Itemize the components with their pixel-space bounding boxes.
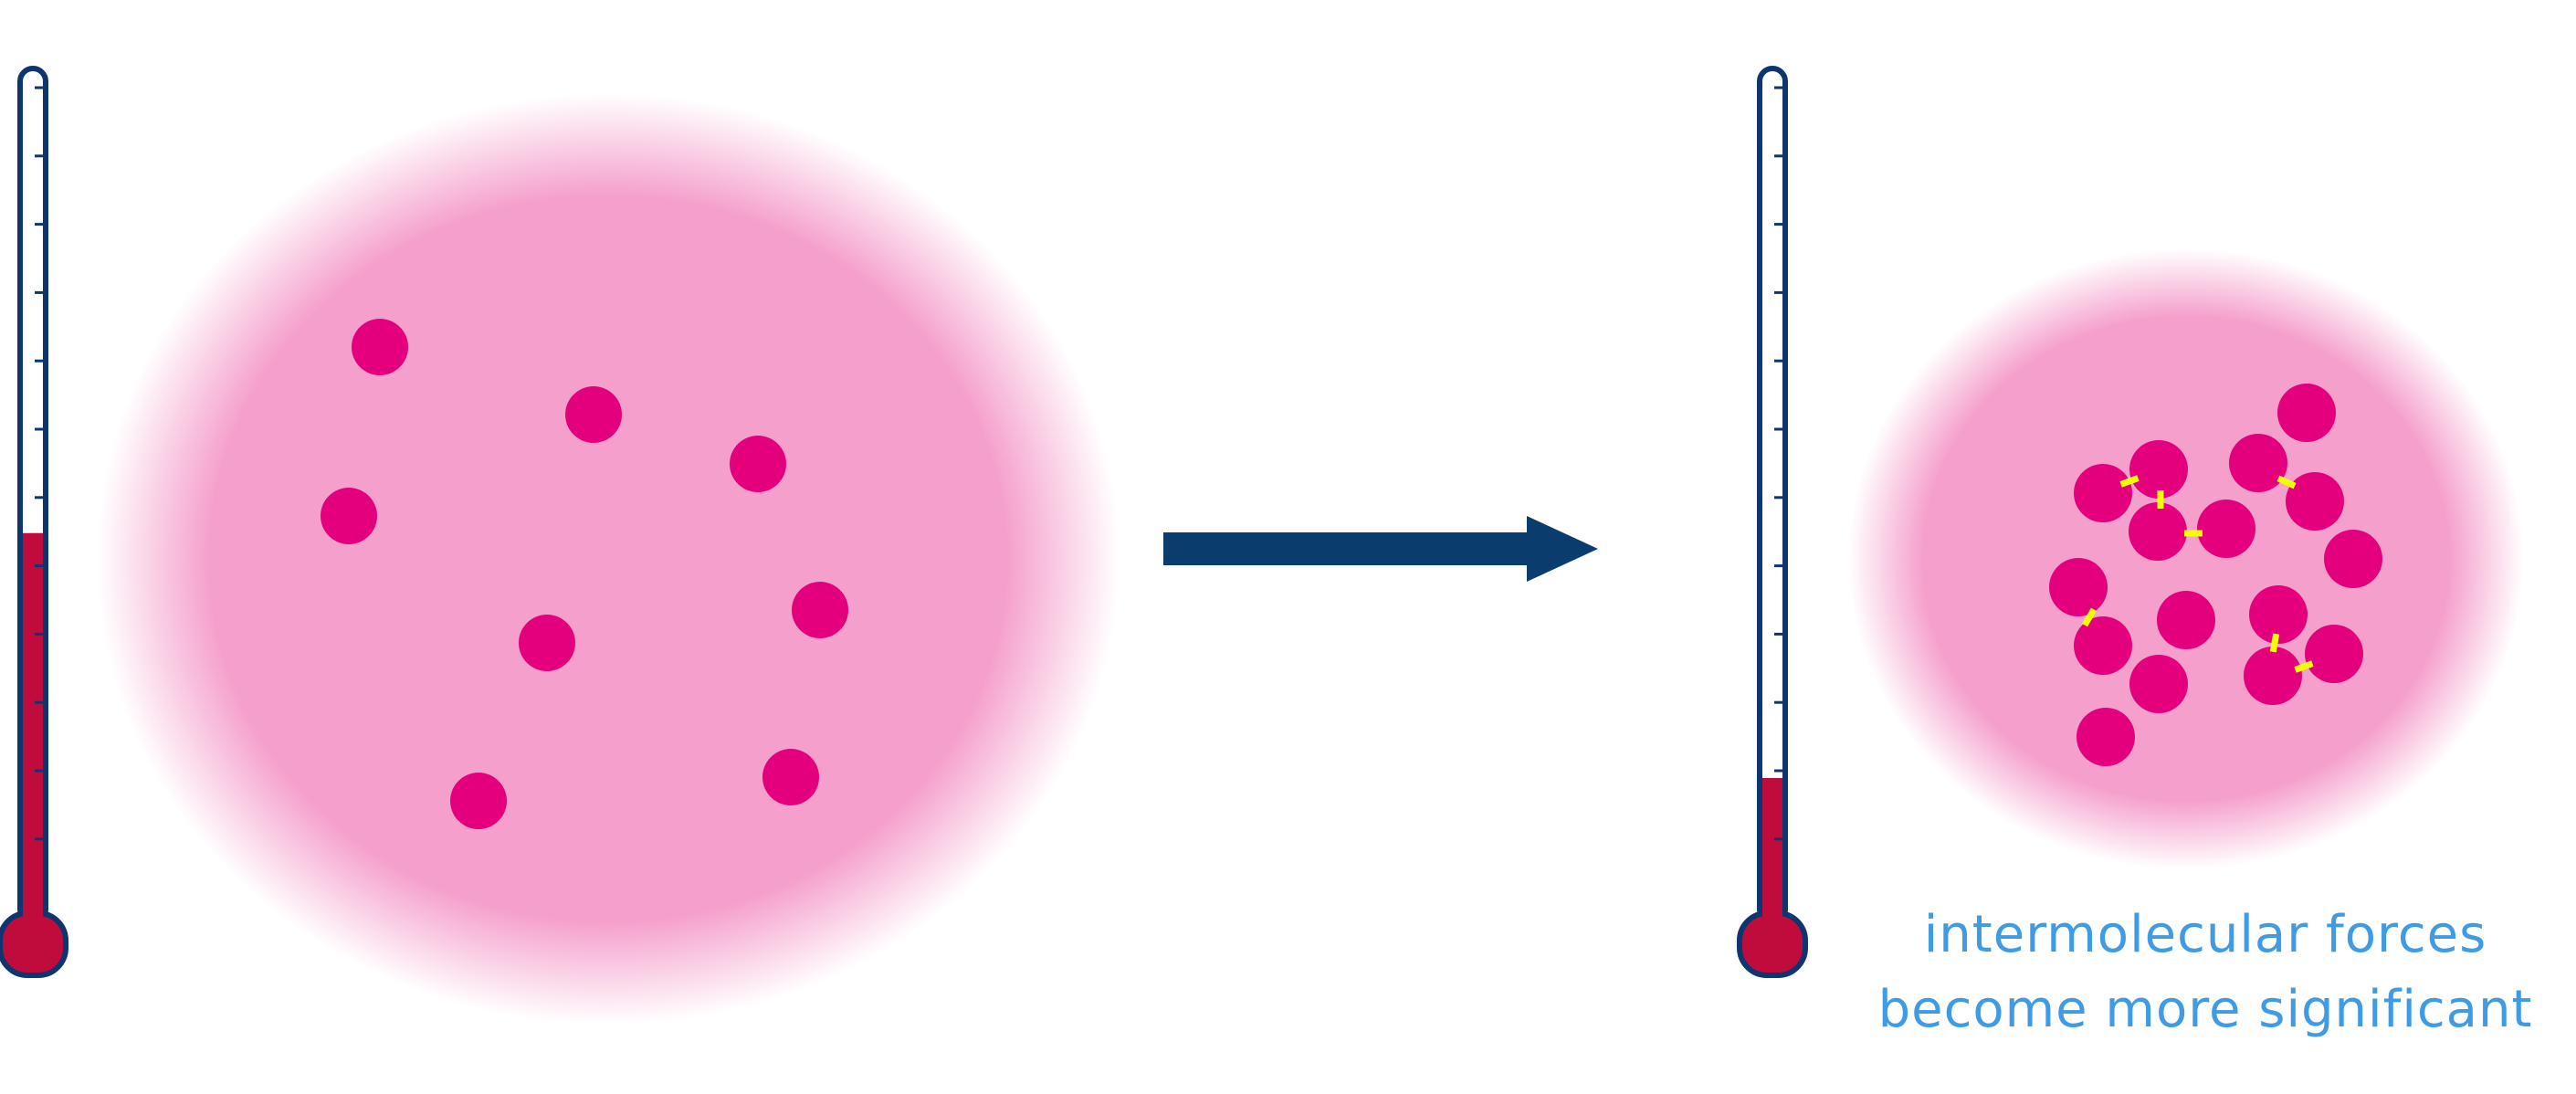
- particles-after: [2049, 384, 2382, 766]
- particle: [2129, 655, 2188, 713]
- thermometer-before: [0, 66, 68, 978]
- particle: [2229, 434, 2287, 492]
- bond-mark: [2119, 475, 2140, 488]
- bond-mark: [2081, 607, 2098, 627]
- particle: [792, 582, 848, 638]
- thermometer-after: [1737, 66, 1808, 978]
- particle: [762, 749, 819, 805]
- gas-cloud-before: [97, 93, 1120, 1025]
- particle: [2244, 647, 2302, 705]
- thermometer-bulb: [0, 910, 68, 978]
- particle: [2129, 440, 2188, 499]
- particle: [730, 436, 786, 492]
- particle: [352, 319, 408, 375]
- arrow-icon: [1163, 516, 1598, 582]
- bond-mark: [2294, 660, 2314, 673]
- bond-mark: [2184, 530, 2203, 537]
- particle: [2286, 472, 2344, 531]
- particle: [2197, 500, 2255, 558]
- particle: [321, 488, 377, 544]
- caption-line-1: intermolecular forces: [1923, 905, 2487, 964]
- particle: [2129, 502, 2187, 561]
- thermometer-bulb: [1737, 910, 1808, 978]
- particle: [565, 386, 622, 443]
- particle: [2249, 585, 2308, 644]
- bond-mark: [2276, 475, 2297, 489]
- particle: [2049, 558, 2108, 616]
- thermometer-neck: [1762, 904, 1782, 920]
- thermometer-fill: [20, 532, 46, 931]
- bond-mark: [2269, 633, 2280, 653]
- particle: [2157, 591, 2215, 649]
- bond-mark: [2157, 490, 2164, 509]
- particle: [450, 773, 507, 829]
- intermolecular-bonds: [2081, 475, 2314, 673]
- particles-before: [321, 319, 848, 829]
- caption-line-2: become more significant: [1877, 980, 2533, 1039]
- thermometer-neck: [23, 904, 43, 920]
- gas-cloud-after: [1848, 248, 2524, 869]
- particle: [2324, 530, 2382, 588]
- particle: [2077, 708, 2135, 766]
- particle: [2074, 464, 2132, 522]
- particle: [2074, 616, 2132, 675]
- particle: [519, 615, 575, 671]
- particle: [2305, 625, 2363, 683]
- particle: [2277, 384, 2336, 442]
